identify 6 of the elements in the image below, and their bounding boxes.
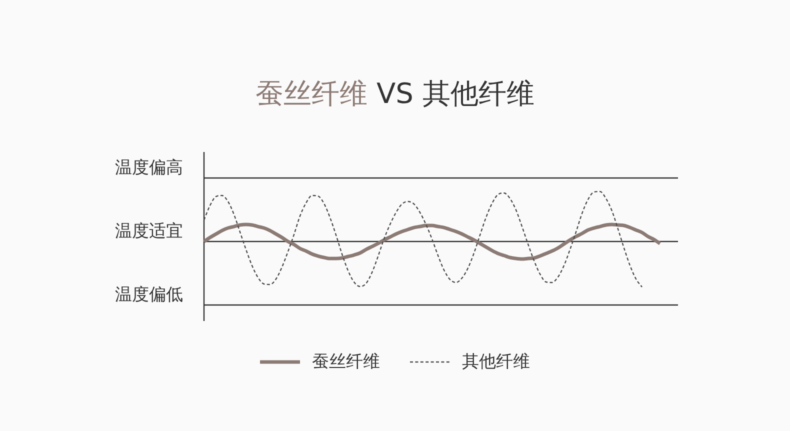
title: 蚕丝纤维 VS 其他纤维: [256, 76, 534, 110]
legend-label: 蚕丝纤维: [312, 352, 380, 372]
ref-line-label: 温度偏低: [115, 285, 183, 305]
legend-label: 其他纤维: [462, 352, 530, 372]
ref-line-label: 温度适宜: [115, 222, 183, 242]
ref-line-label: 温度偏高: [115, 158, 183, 178]
